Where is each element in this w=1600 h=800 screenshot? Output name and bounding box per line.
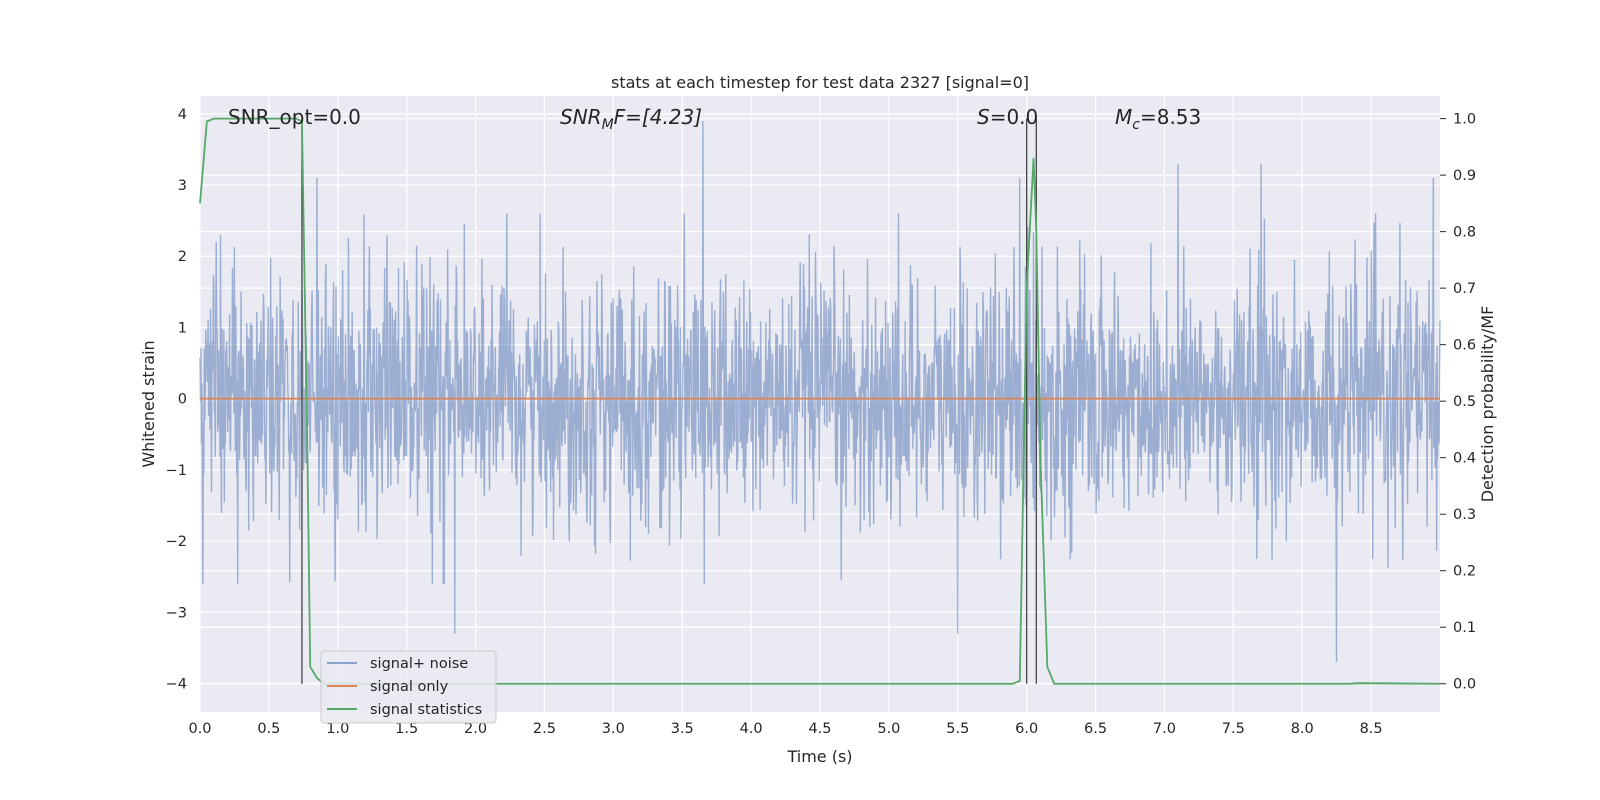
annotation-snr-mf-sub: M xyxy=(602,117,614,133)
x-tick-label: 0.0 xyxy=(188,721,211,737)
y-right-tick-label: 0.1 xyxy=(1453,620,1476,636)
annotation-s: S=0.0 xyxy=(977,105,1038,129)
annotation-mc-value: =8.53 xyxy=(1140,105,1201,129)
x-tick-label: 4.0 xyxy=(740,721,763,737)
x-tick-label: 2.0 xyxy=(464,721,487,737)
annotation-snr-mf-base: SNR xyxy=(560,105,602,129)
y-left-tick-label: 3 xyxy=(178,178,187,194)
x-tick-label: 6.0 xyxy=(1015,721,1038,737)
y-right-tick-label: 0.9 xyxy=(1453,168,1476,184)
x-tick-label: 2.5 xyxy=(533,721,556,737)
x-tick-label: 4.5 xyxy=(808,721,831,737)
legend-label-signal-noise: signal+ noise xyxy=(370,656,468,672)
x-tick-label: 0.5 xyxy=(257,721,280,737)
legend-box xyxy=(320,650,497,724)
x-tick-label: 8.5 xyxy=(1360,721,1383,737)
y-left-tick-label: 1 xyxy=(178,320,187,336)
y-left-tick-label: 2 xyxy=(178,249,187,265)
y-right-tick-label: 0.4 xyxy=(1453,451,1476,467)
annotation-snr-opt: SNR_opt=0.0 xyxy=(228,105,361,129)
annotation-s-value: =0.0 xyxy=(990,105,1039,129)
line-signal-statistics xyxy=(199,117,1441,685)
x-tick-label: 5.5 xyxy=(946,721,969,737)
annotation-snr-mf: SNRMF=[4.23] xyxy=(560,105,702,133)
x-tick-label: 3.0 xyxy=(602,721,625,737)
y-right-tick-label: 0.0 xyxy=(1453,677,1476,693)
x-tick-label: 5.0 xyxy=(877,721,900,737)
y-left-tick-label: 4 xyxy=(178,107,187,123)
x-tick-label: 6.5 xyxy=(1084,721,1107,737)
annotation-mc-base: M xyxy=(1115,105,1132,129)
y-left-tick-label: −2 xyxy=(166,534,187,550)
series-signal-noise xyxy=(199,120,1441,663)
x-tick-label: 1.0 xyxy=(326,721,349,737)
annotation-mc: Mc=8.53 xyxy=(1115,105,1201,133)
y-axis-left-label: Whitened strain xyxy=(139,340,158,467)
y-axis-left-ticks: 4 3 2 1 0 −1 −2 −3 −4 xyxy=(166,107,187,693)
y-right-tick-label: 0.6 xyxy=(1453,338,1476,354)
legend-label-signal-only: signal only xyxy=(370,679,449,695)
y-right-tick-label: 0.3 xyxy=(1453,507,1476,523)
y-axis-right-ticks: 1.0 0.9 0.8 0.7 0.6 0.5 0.4 0.3 0.2 0.1 0.0 xyxy=(1440,112,1476,693)
annotation-mc-sub: c xyxy=(1132,117,1140,133)
chart-title: stats at each timestep for test data 232… xyxy=(611,73,1029,92)
y-right-tick-label: 1.0 xyxy=(1453,112,1476,128)
y-right-tick-label: 0.7 xyxy=(1453,281,1476,297)
y-right-tick-label: 0.2 xyxy=(1453,564,1476,580)
annotation-s-label: S xyxy=(977,105,990,129)
y-left-tick-label: −4 xyxy=(166,677,187,693)
annotation-snr-mf-rest: F=[4.23] xyxy=(614,105,702,129)
x-tick-label: 1.5 xyxy=(395,721,418,737)
legend: signal+ noise signal only signal statist… xyxy=(320,650,497,724)
y-left-tick-label: 0 xyxy=(178,392,187,408)
y-axis-right-label: Detection probability/MF xyxy=(1478,306,1497,503)
y-left-tick-label: −1 xyxy=(166,463,187,479)
x-axis-ticks: 0.0 0.5 1.0 1.5 2.0 2.5 3.0 3.5 4.0 4.5 5.0 5.5 6.0 6… xyxy=(188,721,1382,737)
y-right-tick-label: 0.5 xyxy=(1453,394,1476,410)
x-tick-label: 7.5 xyxy=(1222,721,1245,737)
y-right-tick-label: 0.8 xyxy=(1453,225,1476,241)
x-tick-label: 8.0 xyxy=(1291,721,1314,737)
line-signal-noise xyxy=(199,120,1441,663)
series-signal-statistics xyxy=(199,117,1441,685)
y-left-tick-label: −3 xyxy=(166,605,187,621)
legend-label-signal-statistics: signal statistics xyxy=(370,702,482,718)
x-axis-label: Time (s) xyxy=(786,747,852,766)
x-tick-label: 7.0 xyxy=(1153,721,1176,737)
x-tick-label: 3.5 xyxy=(671,721,694,737)
